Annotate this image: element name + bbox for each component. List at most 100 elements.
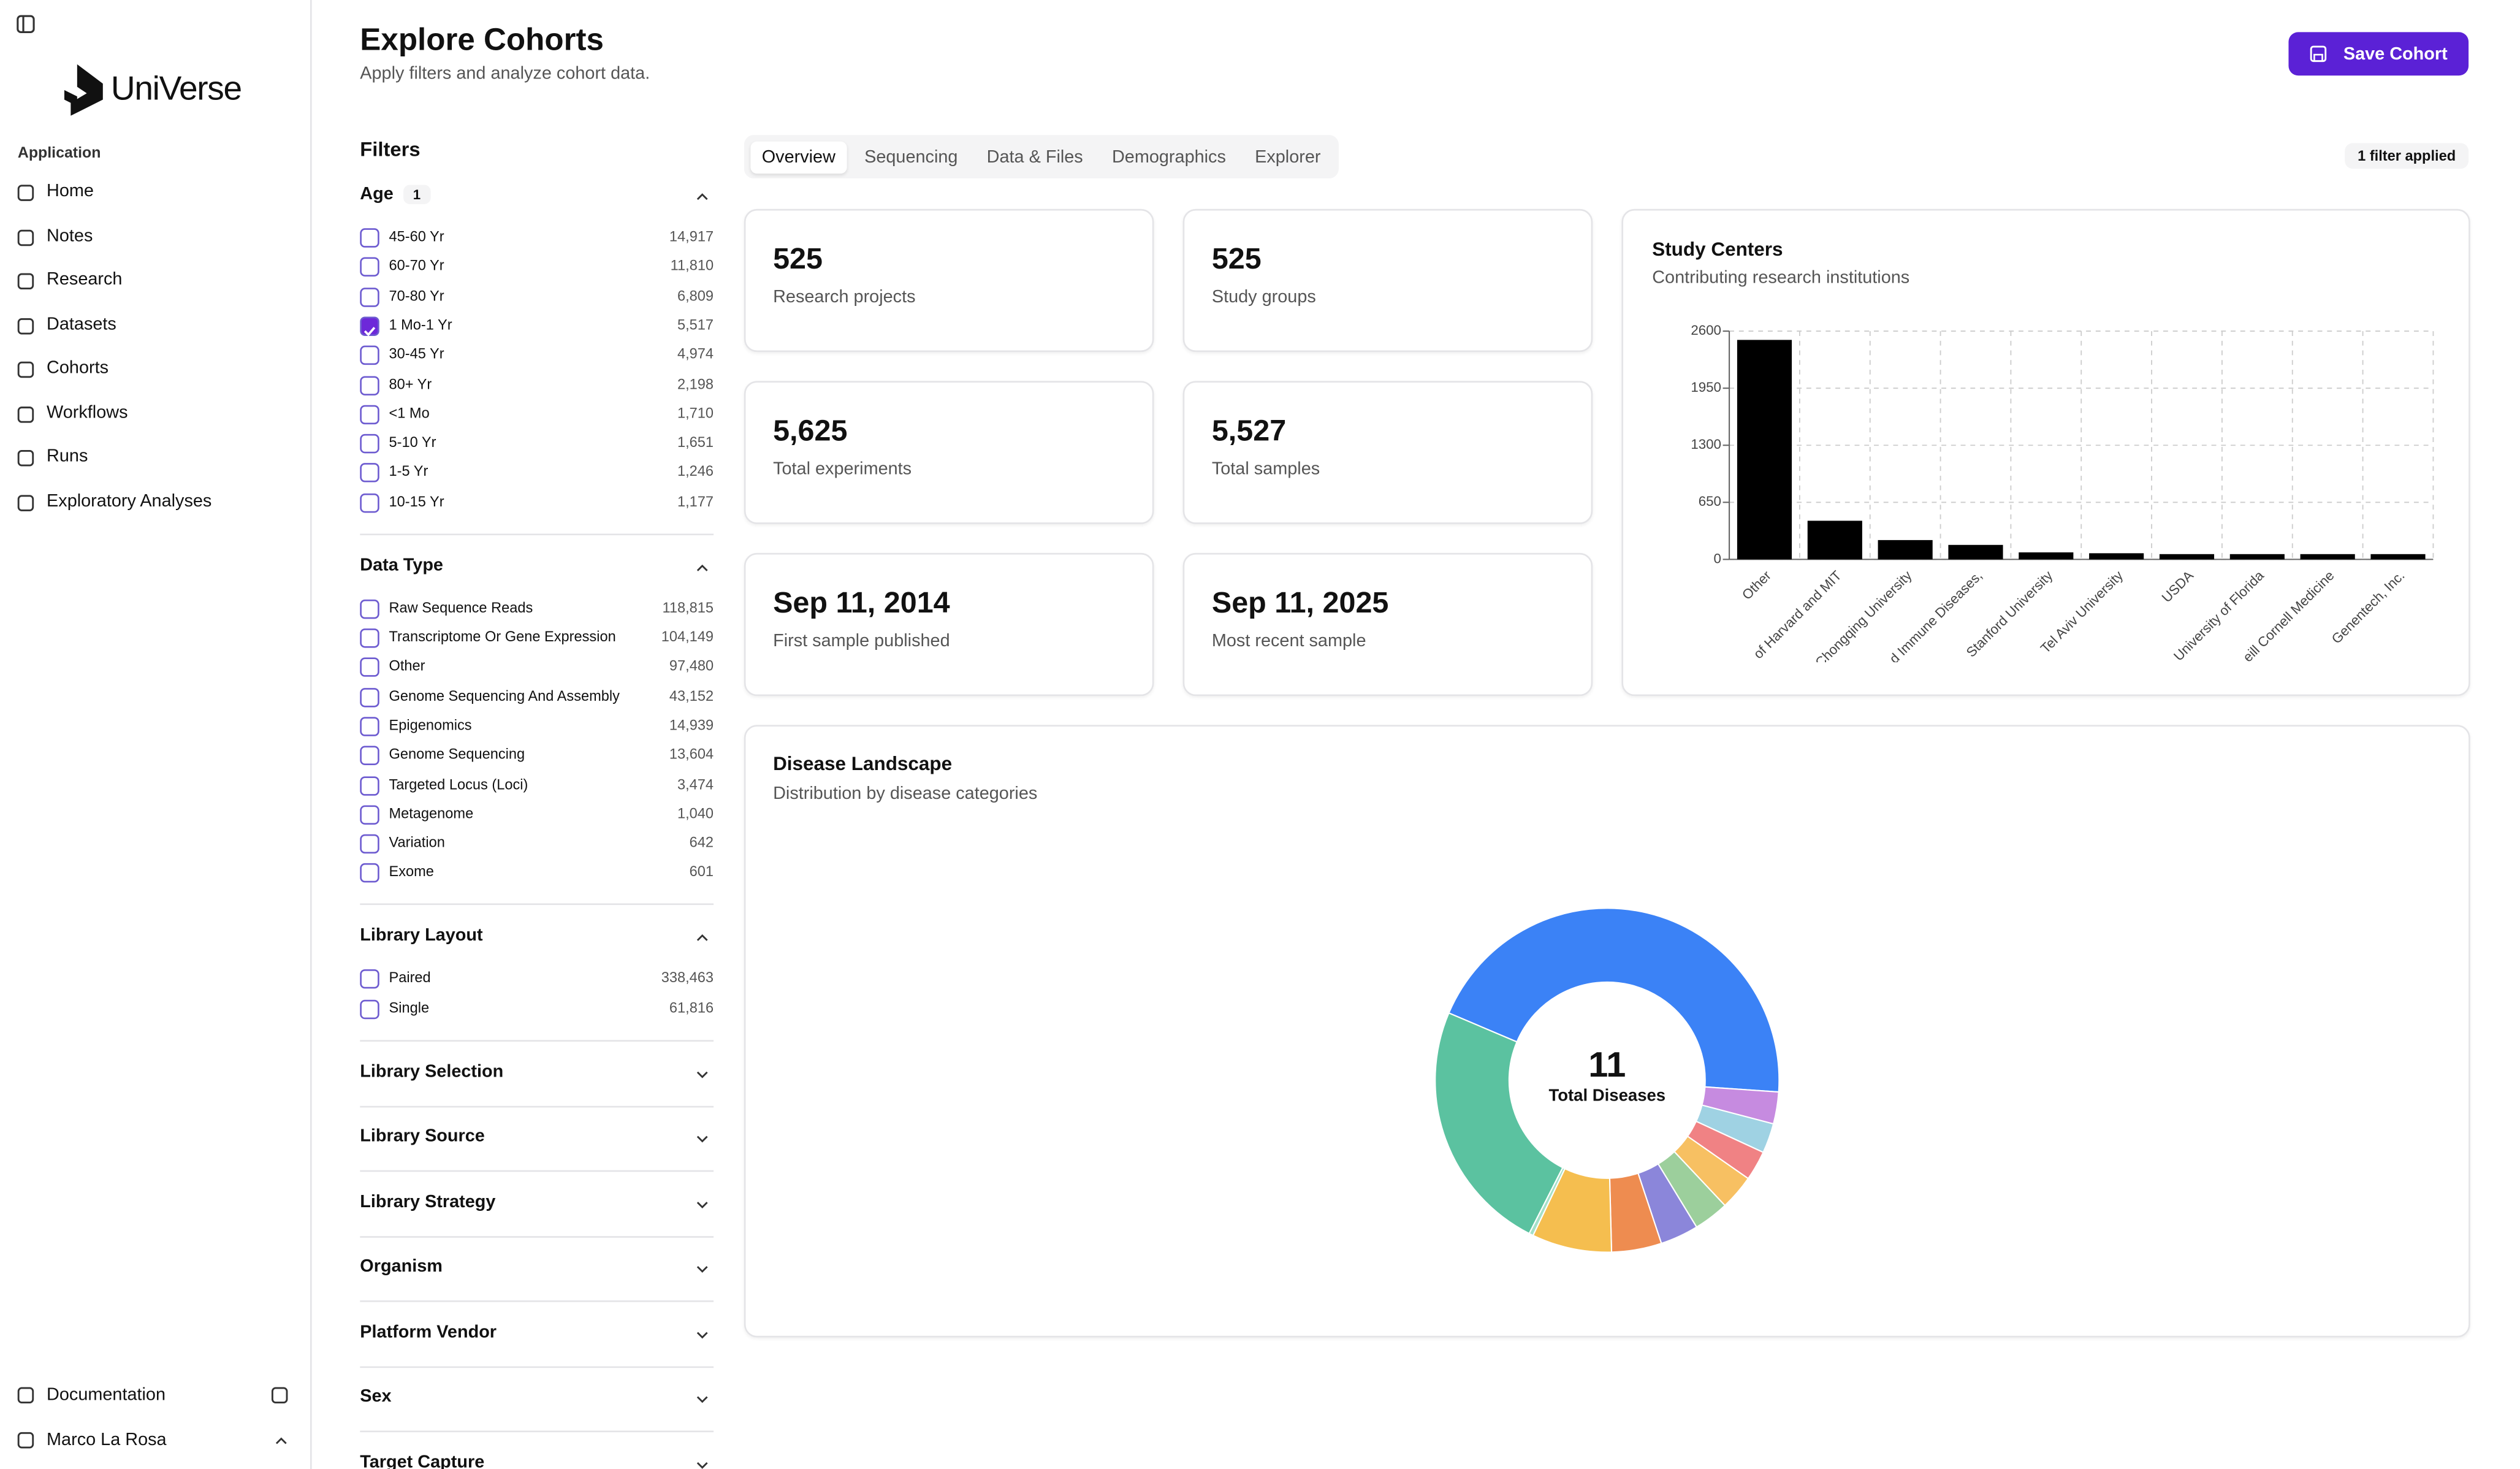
user-name[interactable]: Marco La Rosa (47, 1430, 167, 1450)
filter-option-label[interactable]: Targeted Locus (Loci) (389, 776, 528, 792)
filter-option-label[interactable]: Paired (389, 969, 431, 986)
filter-option-label[interactable]: 10-15 Yr (389, 493, 444, 509)
bar (1737, 340, 1792, 560)
stat-value: 5,625 (773, 413, 848, 447)
filter-group-header[interactable]: Library Source (360, 1127, 485, 1147)
filter-group-header[interactable]: Sex (360, 1387, 392, 1407)
filter-group-header[interactable]: Data Type (360, 555, 444, 575)
nav-icon (17, 317, 34, 334)
checkbox[interactable] (360, 228, 379, 248)
bar (2229, 554, 2285, 560)
filter-option-label[interactable]: 5-10 Yr (389, 434, 436, 451)
save-cohort-button[interactable]: Save Cohort (2288, 32, 2469, 76)
checkbox[interactable] (360, 658, 379, 677)
bar (2370, 554, 2426, 560)
checkbox[interactable] (360, 999, 379, 1019)
filter-option-label[interactable]: 70-80 Yr (389, 287, 444, 303)
checkbox[interactable] (360, 434, 379, 454)
checkbox[interactable] (360, 316, 379, 337)
checkbox[interactable] (360, 287, 379, 307)
filter-group-header[interactable]: Organism (360, 1257, 443, 1277)
chevron-line (696, 1461, 708, 1468)
nav-item[interactable]: Research (47, 270, 123, 289)
filter-group-header[interactable]: Library Layout (360, 926, 483, 946)
checkbox[interactable] (360, 863, 379, 883)
card-title: Study Centers (1652, 238, 1783, 261)
chevron[interactable] (695, 929, 710, 945)
filter-option-count: 1,246 (677, 464, 714, 480)
checkbox[interactable] (360, 969, 379, 990)
filter-option-label[interactable]: Epigenomics (389, 717, 472, 733)
filter-option-label[interactable]: Metagenome (389, 804, 474, 822)
filter-option-label[interactable]: Variation (389, 834, 445, 851)
filter-group-header[interactable]: Library Strategy (360, 1192, 496, 1212)
chevron[interactable] (695, 559, 710, 575)
chevron[interactable] (695, 1196, 710, 1211)
chevron[interactable] (695, 1065, 710, 1081)
filter-option-label[interactable]: Genome Sequencing And Assembly (389, 687, 620, 704)
bar (1948, 544, 2003, 560)
checkbox[interactable] (360, 258, 379, 277)
chevron-line (696, 934, 708, 942)
filter-option-label[interactable]: Genome Sequencing (389, 746, 525, 763)
filter-option-label[interactable]: Raw Sequence Reads (389, 599, 533, 616)
filter-option-count: 14,917 (669, 228, 714, 245)
nav-item[interactable]: Runs (47, 446, 88, 467)
tab[interactable]: Data & Files (986, 147, 1083, 167)
filter-group-header[interactable]: Platform Vendor (360, 1322, 497, 1342)
filter-option-label[interactable]: Exome (389, 863, 434, 880)
nav-item[interactable]: Workflows (47, 402, 128, 422)
chevron[interactable] (695, 1456, 710, 1469)
y-tick-label: 0 (1714, 551, 1721, 566)
filter-option-label[interactable]: 30-45 Yr (389, 346, 444, 362)
filter-option-label[interactable]: 45-60 Yr (389, 228, 444, 245)
filter-option-label[interactable]: 60-70 Yr (389, 258, 444, 274)
chevron[interactable] (695, 188, 710, 204)
filter-option-label[interactable]: 80+ Yr (389, 375, 432, 392)
chevron[interactable] (695, 1391, 710, 1406)
nav-icon (17, 1432, 34, 1449)
nav-item[interactable]: Cohorts (47, 358, 109, 378)
checkbox[interactable] (360, 599, 379, 619)
tab[interactable]: Overview (750, 140, 847, 173)
checkbox[interactable] (360, 746, 379, 766)
checkbox[interactable] (360, 493, 379, 513)
checkbox[interactable] (360, 834, 379, 854)
chevron[interactable] (695, 1261, 710, 1276)
collapse-icon[interactable] (16, 15, 35, 34)
checkbox[interactable] (360, 776, 379, 795)
checkbox[interactable] (360, 687, 379, 707)
chevron[interactable] (695, 1131, 710, 1147)
filter-option-label[interactable]: Single (389, 999, 430, 1016)
nav-item[interactable]: Exploratory Analyses (47, 490, 212, 511)
checkbox[interactable] (360, 464, 379, 483)
filter-option-label[interactable]: Transcriptome Or Gene Expression (389, 628, 616, 645)
filter-option-label[interactable]: <1 Mo (389, 405, 430, 421)
nav-item[interactable]: Datasets (47, 314, 116, 334)
divider (360, 1430, 714, 1433)
checkbox[interactable] (360, 405, 379, 424)
checkbox[interactable] (360, 804, 379, 825)
checkbox[interactable] (360, 628, 379, 648)
chevron[interactable] (695, 1326, 710, 1341)
filter-group-header[interactable]: Library Selection (360, 1062, 504, 1082)
filter-option-count: 1,177 (677, 493, 714, 509)
tab[interactable]: Demographics (1111, 147, 1226, 167)
tab[interactable]: Sequencing (864, 147, 958, 167)
tab[interactable]: Explorer (1255, 147, 1321, 167)
nav-item[interactable]: Home (47, 181, 94, 201)
filter-group-header[interactable]: Age (360, 185, 394, 204)
checkbox[interactable] (360, 717, 379, 736)
filter-option-label[interactable]: 1-5 Yr (389, 464, 428, 480)
nav-item[interactable]: Notes (47, 226, 93, 245)
filter-option-label[interactable]: 1 Mo-1 Yr (389, 316, 452, 333)
checkbox[interactable] (360, 375, 379, 395)
filter-option-label[interactable]: Other (389, 658, 425, 674)
filter-group-header[interactable]: Target Capture (360, 1452, 485, 1469)
filter-option-count: 43,152 (669, 687, 714, 704)
chevron-line (696, 1331, 708, 1338)
nav-item[interactable]: Documentation (47, 1385, 166, 1405)
checkbox[interactable] (360, 346, 379, 365)
icon-shape (271, 1387, 288, 1403)
chevron[interactable] (273, 1432, 289, 1448)
